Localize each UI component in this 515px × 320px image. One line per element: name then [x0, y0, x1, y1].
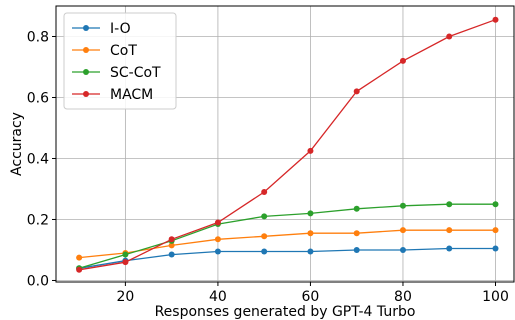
data-point-i-o: [446, 245, 453, 252]
legend: I-O CoT SC-CoT MACM: [63, 12, 177, 110]
legend-swatch-marker: [83, 91, 89, 97]
series-i-o: [76, 245, 499, 272]
data-point-cot: [353, 230, 360, 237]
y-tick-label: 0.0: [27, 273, 49, 289]
legend-swatch-marker: [83, 25, 89, 31]
plot-area-frame: [55, 5, 515, 283]
data-point-cot: [76, 254, 83, 261]
legend-item-sc-cot: SC-CoT: [72, 65, 161, 81]
data-point-macm: [446, 33, 453, 40]
series-macm: [76, 16, 499, 273]
y-tick-label: 0.6: [27, 90, 49, 106]
data-point-macm: [353, 88, 360, 95]
data-point-macm: [261, 189, 268, 196]
legend-label: I-O: [110, 21, 131, 37]
y-tick-labels: 0.0 0.2 0.4 0.6 0.8: [27, 29, 49, 289]
data-point-macm: [122, 259, 129, 266]
data-point-sc-cot: [353, 205, 360, 212]
data-point-i-o: [307, 248, 314, 255]
data-point-i-o: [353, 246, 360, 253]
series-lines: [76, 16, 499, 273]
series-line-i-o: [78, 247, 496, 269]
y-axis-label: Accuracy: [9, 112, 25, 176]
data-point-cot: [492, 227, 499, 234]
axis-ticks: [52, 35, 496, 286]
x-tick-label: 20: [116, 289, 134, 305]
y-tick-label: 0.8: [27, 29, 49, 45]
y-tick-label: 0.4: [27, 151, 49, 167]
legend-box: [63, 12, 177, 110]
data-point-i-o: [261, 248, 268, 255]
data-point-i-o: [399, 246, 406, 253]
series-line-macm: [78, 19, 496, 271]
x-tick-label: 100: [482, 289, 509, 305]
data-point-cot: [168, 242, 175, 249]
data-point-i-o: [168, 251, 175, 258]
legend-item-i-o: I-O: [72, 21, 131, 37]
legend-item-cot: CoT: [72, 43, 137, 59]
data-point-sc-cot: [307, 210, 314, 217]
x-tick-label: 80: [394, 289, 412, 305]
data-point-sc-cot: [492, 201, 499, 208]
data-point-macm: [399, 57, 406, 64]
data-point-i-o: [492, 245, 499, 252]
legend-item-macm: MACM: [72, 87, 153, 103]
y-tick-label: 0.2: [27, 212, 49, 228]
data-point-i-o: [214, 248, 221, 255]
data-point-macm: [168, 236, 175, 243]
legend-label: SC-CoT: [110, 65, 161, 81]
x-tick-label: 40: [209, 289, 227, 305]
data-point-macm: [492, 16, 499, 23]
data-point-cot: [214, 236, 221, 243]
data-point-cot: [261, 233, 268, 240]
data-point-sc-cot: [446, 201, 453, 208]
x-axis-label: Responses generated by GPT-4 Turbo: [155, 304, 416, 320]
data-point-macm: [76, 266, 83, 273]
data-point-sc-cot: [261, 213, 268, 220]
series-sc-cot: [76, 201, 499, 272]
grid: [56, 6, 514, 282]
data-point-cot: [399, 227, 406, 234]
legend-label: MACM: [110, 87, 153, 103]
data-point-cot: [307, 230, 314, 237]
data-point-sc-cot: [399, 202, 406, 209]
legend-label: CoT: [110, 43, 137, 59]
legend-swatch-marker: [83, 69, 89, 75]
data-point-sc-cot: [122, 251, 129, 258]
series-line-sc-cot: [78, 203, 496, 269]
series-line-cot: [79, 229, 496, 259]
data-point-macm: [307, 147, 314, 154]
data-point-cot: [446, 227, 453, 234]
x-tick-labels: 20 40 60 80 100: [116, 289, 508, 305]
legend-swatch-marker: [83, 47, 89, 53]
series-cot: [76, 227, 499, 261]
data-point-macm: [214, 219, 221, 226]
x-tick-label: 60: [302, 289, 320, 305]
